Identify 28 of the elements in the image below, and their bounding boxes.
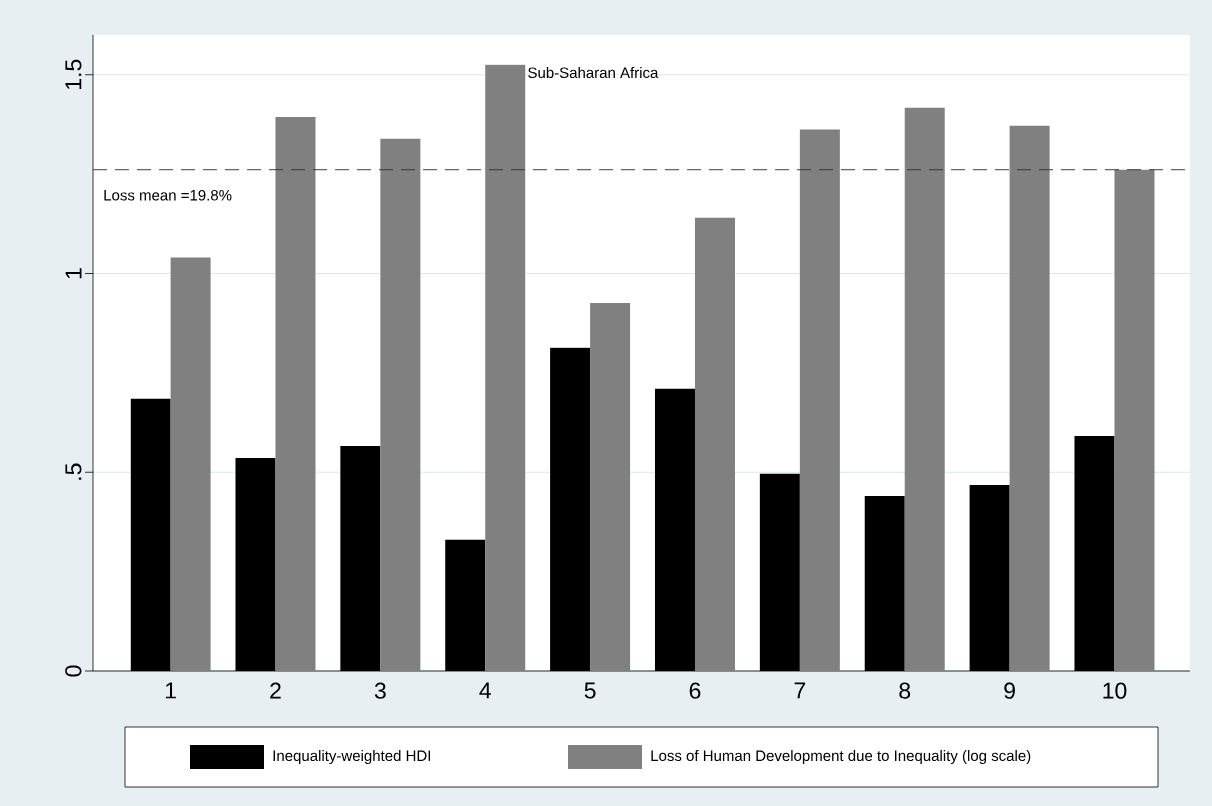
x-tick-label: 7 — [794, 682, 806, 699]
bar — [1114, 169, 1155, 671]
y-tick-label: 1.5 — [65, 59, 82, 89]
y-tick-label: 0 — [65, 665, 82, 677]
x-tick-label: 2 — [270, 682, 281, 699]
y-tick-label: .5 — [65, 463, 82, 480]
bar — [1009, 125, 1050, 671]
y-tick-label: 1 — [65, 268, 82, 279]
bar — [799, 129, 840, 671]
bar — [170, 257, 211, 671]
x-tick-label: 6 — [689, 682, 701, 699]
bar — [380, 138, 421, 671]
x-tick-label: 8 — [899, 682, 911, 699]
x-tick-label: 5 — [584, 682, 596, 699]
bar — [485, 64, 526, 671]
bar — [590, 302, 631, 671]
annotation: Loss mean =19.8% — [104, 189, 232, 201]
legend-label: Inequality-weighted HDI — [273, 750, 431, 764]
x-tick-label: 9 — [1004, 682, 1015, 699]
x-tick-label: 1 — [165, 682, 176, 699]
x-tick-label: 3 — [374, 682, 386, 699]
x-tick-label: 4 — [479, 682, 491, 699]
legend-label: Loss of Human Development due to Inequality (log scale) — [651, 750, 1031, 764]
bar — [275, 116, 316, 671]
bar — [694, 217, 735, 671]
annotation: Sub-Saharan Africa — [528, 67, 659, 79]
bar — [904, 107, 945, 671]
x-tick-label: 10 — [1103, 682, 1127, 699]
